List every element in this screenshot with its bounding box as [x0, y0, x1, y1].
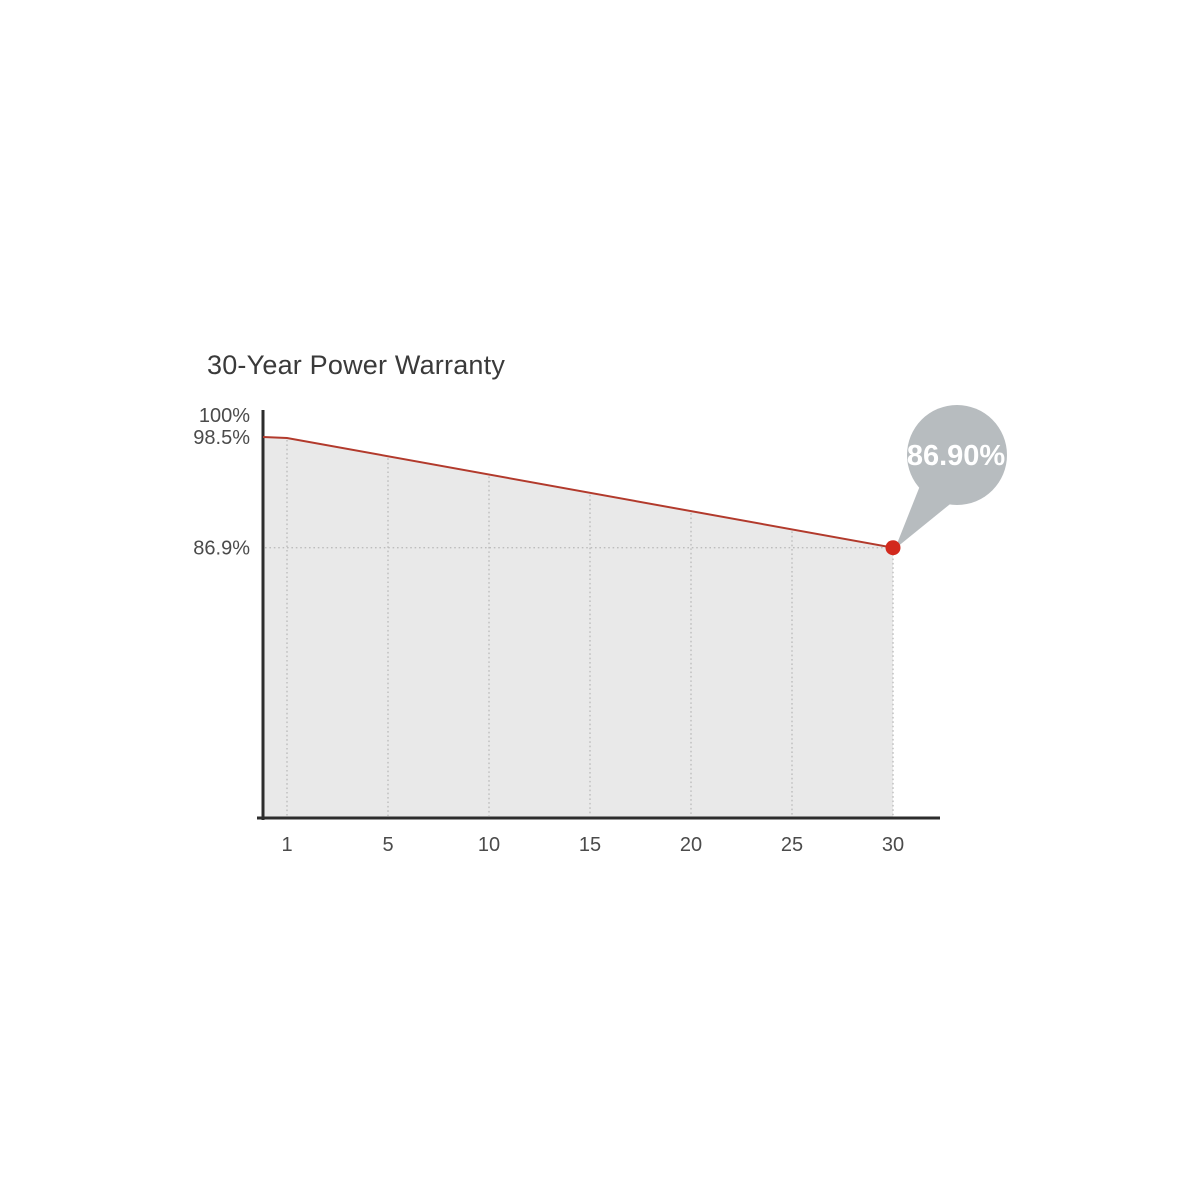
x-tick-label-25: 25 [781, 834, 803, 856]
chart-title: 30-Year Power Warranty [207, 350, 506, 380]
callout-label: 86.90% [907, 440, 1006, 472]
y-tick-label-98.5%: 98.5% [193, 427, 250, 449]
x-tick-label-30: 30 [882, 834, 904, 856]
x-tick-label-15: 15 [579, 834, 601, 856]
data-point-dot [885, 540, 901, 556]
area-fill [263, 437, 893, 818]
x-tick-label-20: 20 [680, 834, 702, 856]
x-tick-label-10: 10 [478, 834, 500, 856]
y-tick-label-86.9%: 86.9% [193, 538, 250, 560]
x-tick-label-5: 5 [382, 834, 393, 856]
callout-bubble [907, 405, 1007, 505]
x-tick-label-1: 1 [281, 834, 292, 856]
y-tick-label-100%: 100% [199, 405, 250, 427]
warranty-line [262, 436, 894, 549]
